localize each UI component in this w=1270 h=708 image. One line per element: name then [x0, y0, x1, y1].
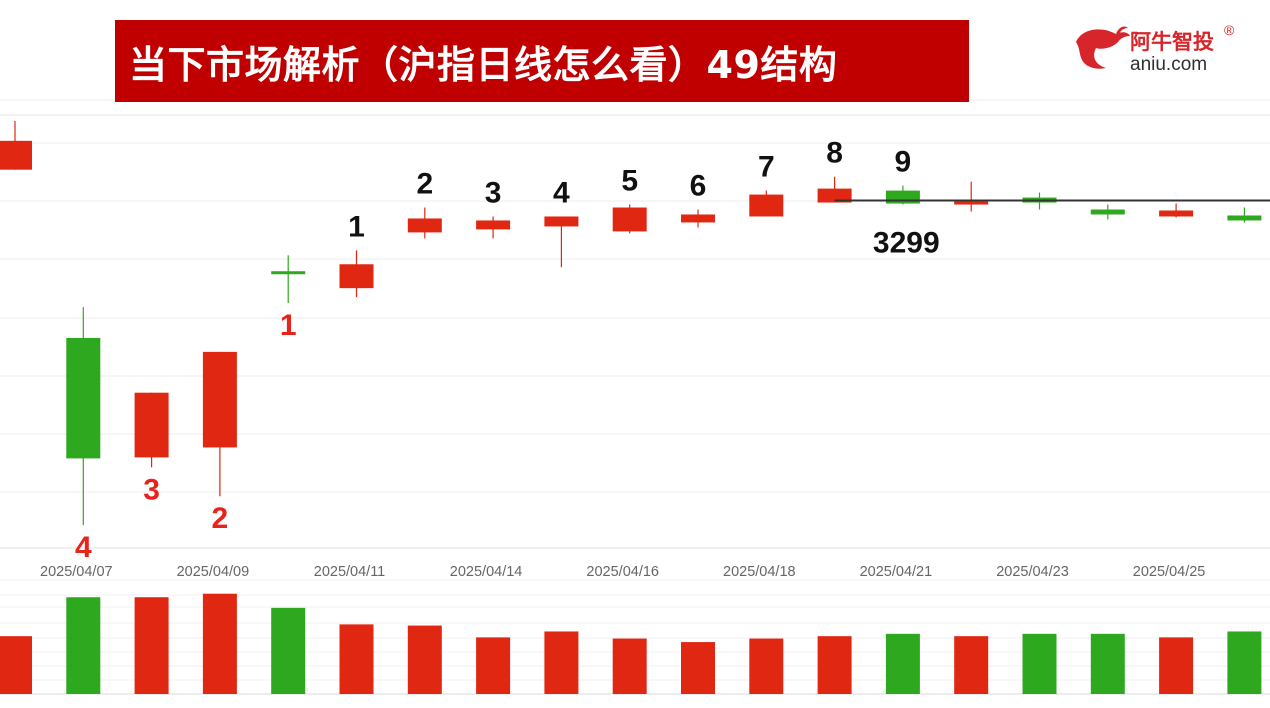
candle-body: [612, 207, 647, 232]
candle-body: [339, 264, 374, 289]
volume-bar: [544, 631, 579, 694]
level-line-group: 3299: [834, 199, 1270, 260]
candle-body: [66, 337, 101, 459]
volume-bar: [1022, 633, 1057, 694]
volume-bar: [612, 638, 647, 694]
registered-mark: ®: [1224, 22, 1235, 38]
volume-bars: [0, 593, 1262, 694]
title-banner: 当下市场解析（沪指日线怎么看）49结构: [115, 20, 969, 102]
candle-body: [1090, 209, 1125, 215]
x-tick-label: 2025/04/09: [177, 564, 250, 580]
volume-bar: [0, 636, 32, 694]
wave-label: 9: [895, 146, 912, 179]
x-tick-label: 2025/04/18: [723, 564, 796, 580]
wave-annotations: 4 3 2 1 1 2 3 4 5 6 7 8 9: [75, 137, 911, 564]
candle-body: [1159, 210, 1194, 217]
x-axis-labels: 2025/04/07 2025/04/09 2025/04/11 2025/04/14…: [40, 564, 1270, 580]
wave-label: 5: [621, 165, 638, 198]
wave-label: 2: [212, 502, 229, 535]
volume-bar: [271, 607, 306, 694]
candle-body: [407, 218, 442, 233]
wave-label: 8: [826, 137, 843, 170]
level-label: 3299: [873, 227, 940, 260]
volume-bar: [817, 636, 852, 694]
x-tick-label: 2025/04/11: [314, 564, 386, 580]
candle-body: [817, 188, 852, 203]
wave-label: 2: [416, 168, 433, 201]
x-tick-label: 2025/04/07: [40, 564, 113, 580]
volume-bar: [1090, 633, 1125, 694]
wave-label: 6: [690, 170, 707, 203]
candle-body: [271, 271, 306, 275]
wave-label: 7: [758, 151, 775, 184]
page-title: 当下市场解析（沪指日线怎么看）49结构: [129, 42, 838, 87]
volume-bar: [134, 597, 169, 694]
wave-label: 1: [348, 210, 365, 243]
bull-logo-icon: [1076, 26, 1130, 69]
volume-bar: [1159, 637, 1194, 694]
wave-label: 4: [553, 176, 570, 209]
volume-bar: [1227, 631, 1262, 694]
candle-body: [476, 220, 511, 230]
volume-bar: [681, 642, 715, 694]
x-tick-label: 2025/04/23: [996, 564, 1069, 580]
candle-body: [1227, 215, 1262, 221]
wave-label: 3: [143, 473, 160, 506]
volume-bar: [339, 624, 374, 694]
wave-label: 1: [280, 309, 297, 342]
brand-logo: 阿牛智投 ® aniu.com: [1072, 22, 1252, 82]
wave-label: 3: [485, 176, 502, 209]
volume-bar: [954, 636, 989, 694]
volume-bar: [749, 638, 784, 694]
candle-body: [681, 214, 715, 223]
wave-label: 4: [75, 531, 92, 564]
x-tick-label: 2025/04/21: [860, 564, 933, 580]
x-tick-label: 2025/04/14: [450, 564, 523, 580]
volume-bar: [66, 597, 101, 694]
volume-bar: [885, 633, 920, 694]
volume-bar: [476, 637, 511, 694]
candle-body: [202, 351, 237, 448]
x-tick-label: 2025/04/25: [1133, 564, 1206, 580]
logo-domain: aniu.com: [1130, 54, 1208, 75]
x-tick-label: 2025/04/16: [586, 564, 659, 580]
logo-name-cn: 阿牛智投: [1130, 30, 1214, 54]
volume-bar: [407, 625, 442, 694]
volume-bar: [202, 593, 237, 694]
candle-series: [0, 120, 1262, 526]
candle-body: [885, 190, 920, 204]
candle-body: [749, 194, 784, 217]
candle-body: [954, 201, 989, 205]
candle-body: [0, 140, 32, 170]
candle-body: [134, 392, 169, 458]
candle-body: [544, 216, 579, 227]
